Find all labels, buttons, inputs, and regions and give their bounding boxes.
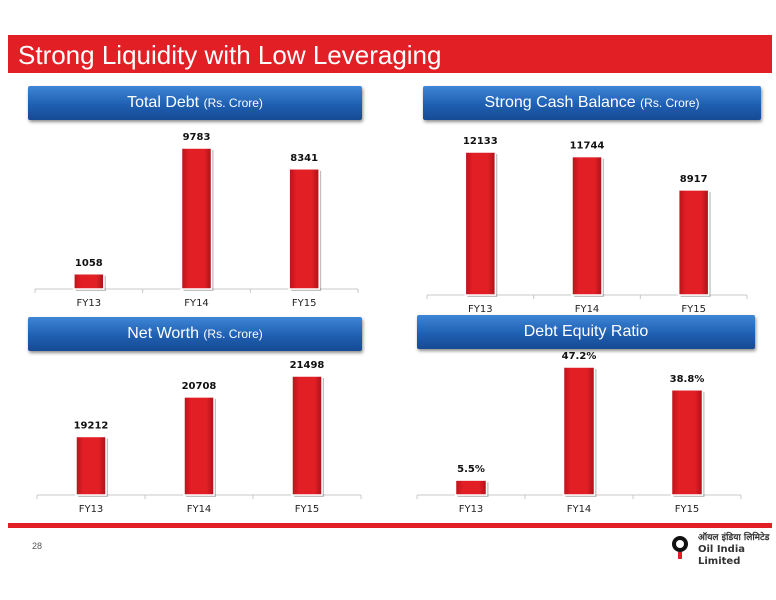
bar-fy14	[562, 366, 596, 496]
category-label: FY13	[79, 504, 104, 515]
banner-unit: (Rs. Crore)	[203, 327, 263, 341]
banner-unit: (Rs. Crore)	[203, 96, 263, 110]
category-label: FY15	[681, 304, 706, 315]
category-label: FY15	[292, 298, 317, 309]
bar-fy13	[464, 151, 497, 296]
bar-fy15	[677, 189, 710, 296]
bar-fy13	[75, 435, 107, 496]
banner-title: Strong Cash Balance	[484, 94, 636, 111]
data-label: 8341	[290, 153, 318, 164]
logo-text: ऑयल इंडिया लिमिटेड Oil India Limited	[698, 532, 776, 568]
banner-title: Net Worth	[127, 325, 199, 342]
slide-title: Strong Liquidity with Low Leveraging	[18, 40, 442, 70]
category-label: FY14	[184, 298, 209, 309]
data-label: 5.5%	[457, 464, 485, 475]
category-label: FY14	[567, 504, 592, 515]
category-label: FY13	[459, 504, 484, 515]
category-label: FY15	[295, 504, 320, 515]
data-label: 19212	[74, 420, 109, 431]
banner-total-debt: Total Debt (Rs. Crore)	[28, 86, 362, 120]
data-label: 12133	[463, 136, 498, 147]
bar-fy13	[73, 273, 105, 290]
bar-fy14	[180, 147, 213, 290]
data-label: 20708	[182, 381, 217, 392]
data-label: 21498	[290, 360, 325, 371]
logo-hindi-text: ऑयल इंडिया लिमिटेड	[698, 533, 770, 543]
data-label: 9783	[183, 132, 211, 143]
banner-title: Debt Equity Ratio	[523, 323, 649, 340]
category-label: FY13	[468, 304, 493, 315]
bar-fy14	[183, 396, 215, 496]
data-label: 11744	[570, 141, 605, 152]
banner-unit: (Rs. Crore)	[640, 96, 700, 110]
page-number: 28	[32, 541, 43, 551]
bar-fy15	[670, 389, 704, 496]
category-label: FY14	[187, 504, 212, 515]
footer-line	[8, 523, 772, 528]
oil-india-logo-icon	[672, 536, 688, 559]
banner-net-worth: Net Worth (Rs. Crore)	[28, 317, 362, 351]
banner-title: Total Debt	[127, 94, 200, 111]
data-label: 8917	[680, 174, 708, 185]
data-label: 1058	[75, 258, 103, 269]
data-label: 47.2%	[562, 351, 597, 362]
category-label: FY14	[575, 304, 600, 315]
category-label: FY13	[77, 298, 102, 309]
data-label: 38.8%	[670, 374, 705, 385]
category-label: FY15	[675, 504, 700, 515]
logo-english-text: Oil India Limited	[698, 544, 746, 567]
banner-debt-equity: Debt Equity Ratio	[417, 315, 755, 349]
title-bar: Strong Liquidity with Low Leveraging	[8, 35, 772, 73]
bar-fy15	[288, 168, 320, 290]
bar-fy14	[571, 155, 603, 296]
bar-fy13	[454, 479, 488, 496]
banner-cash-balance: Strong Cash Balance (Rs. Crore)	[423, 86, 761, 120]
bar-fy15	[291, 375, 323, 496]
